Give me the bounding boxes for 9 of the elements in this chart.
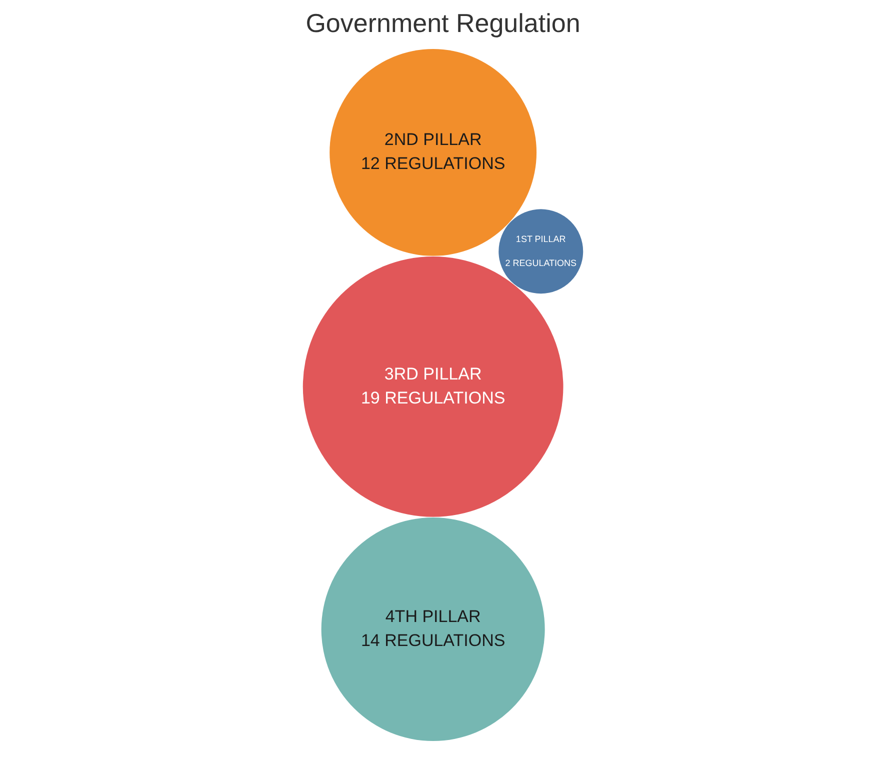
text: Government Regulation xyxy=(304,8,582,39)
data-label: 2 REGULATIONS xyxy=(505,258,577,268)
data-label: 12 REGULATIONS xyxy=(360,154,506,174)
category-label: 1ST PILLAR xyxy=(516,234,566,244)
data-label: 14 REGULATIONS xyxy=(360,630,506,650)
category-label: 4TH PILLAR xyxy=(385,606,481,626)
data-label: 19 REGULATIONS xyxy=(360,388,506,408)
category-label: 3RD PILLAR xyxy=(384,364,482,384)
category-label: 2ND PILLAR xyxy=(384,130,482,150)
